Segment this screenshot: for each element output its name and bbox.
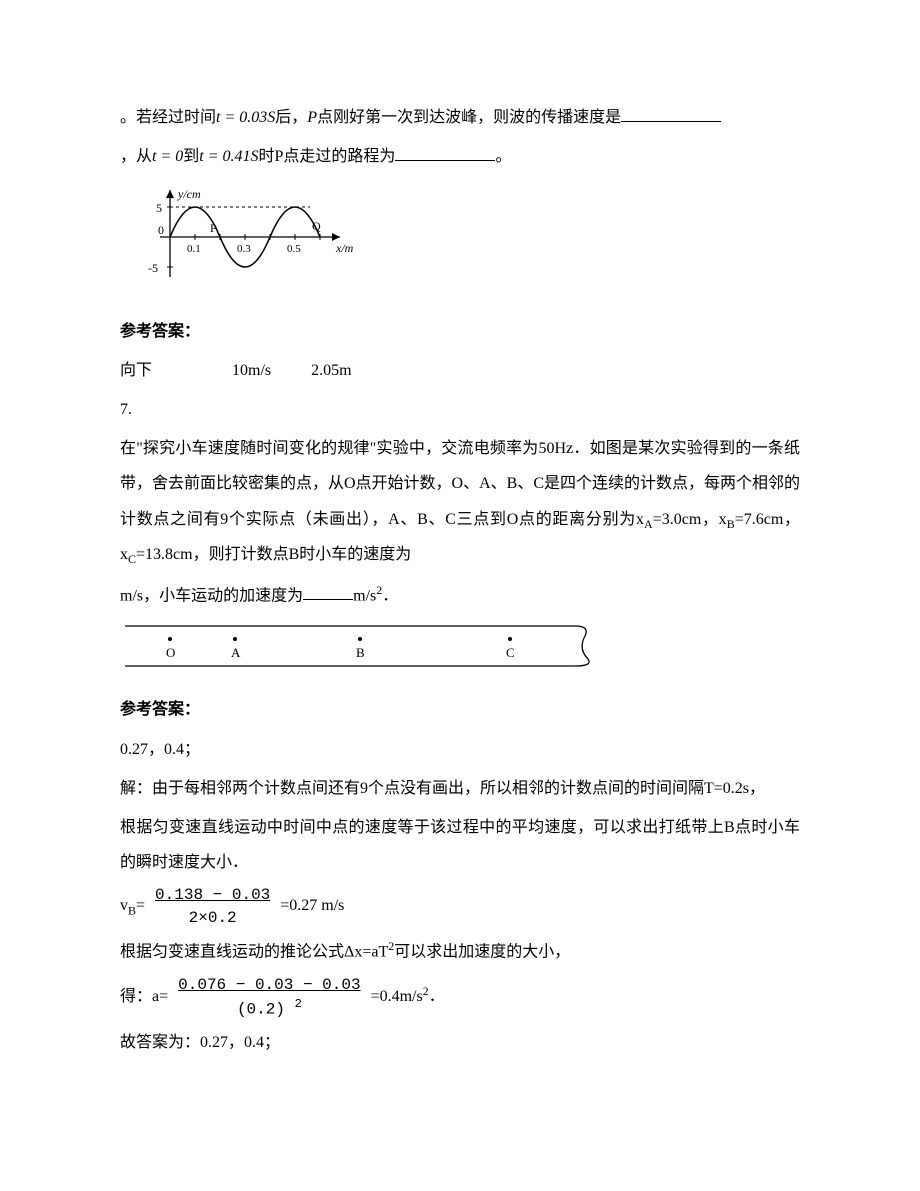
q7-blank-a: [303, 581, 353, 600]
q6-eq1: t = 0.03S: [216, 109, 275, 126]
q6-text1-prefix: 。若经过时间: [120, 109, 216, 126]
q6-text2-suffix: 时P点走过的路程为: [259, 148, 396, 165]
q7-text7: ．: [382, 587, 398, 604]
q7-number: 7.: [120, 392, 800, 427]
q6-line1: 。若经过时间t = 0.03S后，P点刚好第一次到达波峰，则波的传播速度是: [120, 100, 800, 135]
x-arrow-icon: [332, 233, 340, 241]
q7-text4: =13.8cm，则打计数点B时小车的速度为: [136, 546, 411, 563]
q6-ans3: 2.05m: [311, 362, 351, 379]
q6-text2-mid: 到: [183, 148, 199, 165]
frac2-den: (0.2) 2: [172, 996, 366, 1021]
label-a: A: [231, 645, 241, 660]
q6-ans1: 向下: [120, 362, 152, 379]
tape-figure: O A B C: [120, 621, 800, 684]
a-result: =0.4m/s: [371, 988, 423, 1005]
dot-a: [233, 637, 237, 641]
ytick-neg5: -5: [148, 261, 158, 275]
frac1-den: 2×0.2: [149, 907, 276, 929]
q6-answer-label: 参考答案：: [120, 314, 800, 349]
q6-blank2: [395, 142, 495, 161]
point-q: Q: [312, 219, 321, 233]
q7-body: 在"探究小车速度随时间变化的规律"实验中，交流电频率为50Hz．如图是某次实验得…: [120, 431, 800, 573]
vb-label: v: [120, 897, 128, 914]
q7-answer-label: 参考答案：: [120, 692, 800, 727]
x-label: x/m: [335, 241, 354, 255]
q7-sub-c: C: [128, 552, 136, 566]
frac2-num: 0.076 − 0.03 − 0.03: [172, 974, 366, 996]
q6-answers: 向下 10m/s 2.05m: [120, 353, 800, 388]
xtick-05: 0.5: [287, 243, 301, 255]
label-c: C: [506, 645, 515, 660]
ytick-5: 5: [156, 201, 162, 215]
a-end: ．: [429, 988, 445, 1005]
q6-text1-mid: 后，: [275, 109, 307, 126]
frac1-num: 0.138 − 0.03: [149, 884, 276, 906]
q6-line2: ，从t = 0到t = 0.41S时P点走过的路程为 。: [120, 139, 800, 174]
q6-text1-suffix: 点刚好第一次到达波峰，则波的传播速度是: [317, 109, 621, 126]
q7-text5: m/s，小车运动的加速度为: [120, 587, 303, 604]
q6-eq2: t = 0: [152, 148, 183, 165]
sol3-delta: Δ: [344, 943, 354, 960]
origin-label: 0: [158, 223, 164, 237]
label-b: B: [356, 645, 365, 660]
label-o: O: [166, 645, 175, 660]
q7-sub-b: B: [727, 517, 735, 531]
vb-eq: =: [136, 897, 145, 914]
q6-ans2: 10m/s: [232, 362, 271, 379]
q6-eq3: t = 0.41S: [199, 148, 258, 165]
a-fraction: 0.076 − 0.03 − 0.03 (0.2) 2: [172, 974, 366, 1021]
q7-text2: =3.0cm，x: [653, 511, 727, 528]
vb-sub: B: [128, 904, 136, 918]
vb-result: =0.27 m/s: [280, 897, 344, 914]
q7-sub-a: A: [644, 517, 653, 531]
dot-c: [508, 637, 512, 641]
y-label: y/cm: [177, 187, 201, 201]
q7-a-line: 得：a= 0.076 − 0.03 − 0.03 (0.2) 2 =0.4m/s…: [120, 974, 800, 1021]
q7-text6: m/s: [353, 587, 376, 604]
q6-text2-prefix: ，从: [120, 148, 152, 165]
sol3-suffix: 可以求出加速度的大小，: [394, 943, 570, 960]
point-p: P: [210, 221, 217, 235]
q7-sol2: 根据匀变速直线运动中时间中点的速度等于该过程中的平均速度，可以求出打纸带上B点时…: [120, 810, 800, 880]
a-label: 得：a=: [120, 988, 168, 1005]
q6-p: P: [307, 109, 317, 126]
q7-sol1: 解：由于每相邻两个计数点间还有9个点没有画出，所以相邻的计数点间的时间间隔T=0…: [120, 771, 800, 806]
q7-body2: m/s，小车运动的加速度为m/s2．: [120, 577, 800, 614]
xtick-03: 0.3: [237, 243, 251, 255]
q6-text2-end: 。: [495, 148, 511, 165]
q7-sol3: 根据匀变速直线运动的推论公式Δx=aT2可以求出加速度的大小，: [120, 933, 800, 970]
dot-b: [358, 637, 362, 641]
wave-chart: y/cm 5 0 -5 0.1 0.3 0.5 x/m P Q: [140, 182, 800, 305]
vb-fraction: 0.138 − 0.03 2×0.2: [149, 884, 276, 929]
q7-ans-short: 0.27，0.4；: [120, 732, 800, 767]
q7-final: 故答案为：0.27，0.4；: [120, 1025, 800, 1060]
sol3-prefix: 根据匀变速直线运动的推论公式: [120, 943, 344, 960]
sol3-mid: x=aT: [354, 943, 388, 960]
dot-o: [168, 637, 172, 641]
q7-vb-line: vB= 0.138 − 0.03 2×0.2 =0.27 m/s: [120, 884, 800, 929]
y-arrow-icon: [166, 190, 174, 198]
q6-blank1: [621, 103, 721, 122]
xtick-01: 0.1: [187, 243, 201, 255]
